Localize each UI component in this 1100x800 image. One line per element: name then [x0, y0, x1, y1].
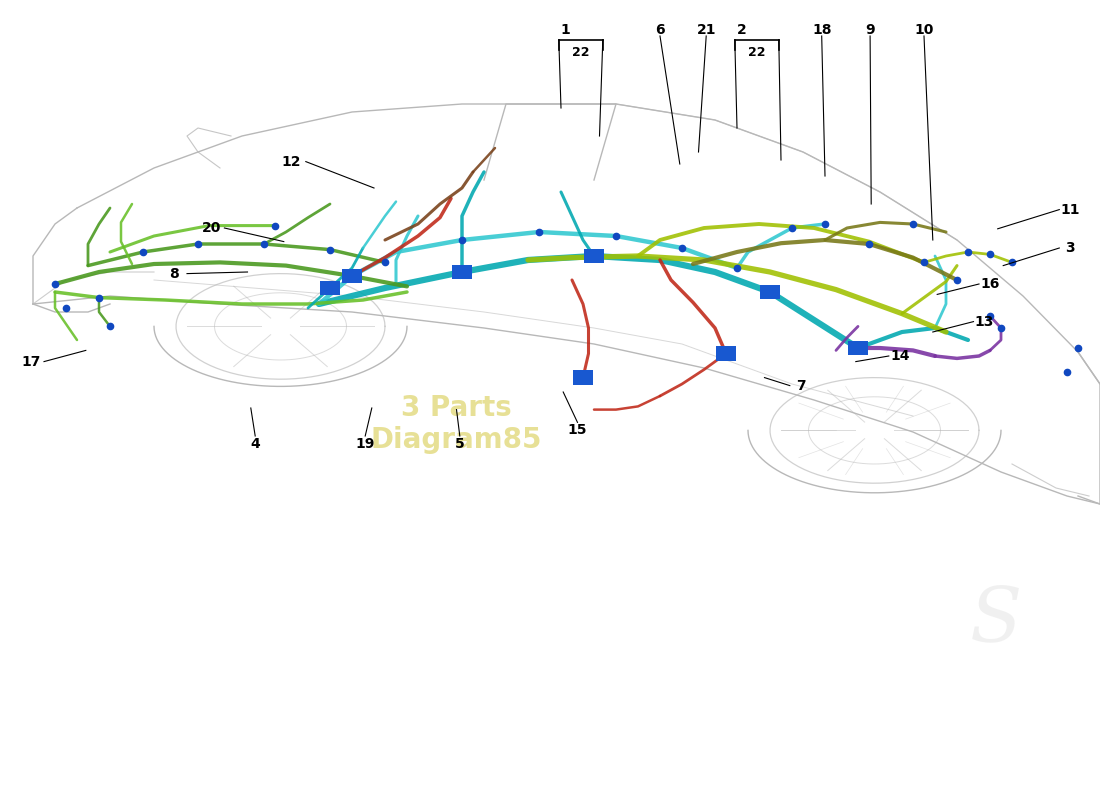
Text: 13: 13: [975, 314, 994, 329]
Text: 10: 10: [914, 22, 934, 37]
FancyBboxPatch shape: [848, 341, 868, 355]
FancyBboxPatch shape: [452, 265, 472, 279]
Text: 9: 9: [866, 22, 874, 37]
Text: 19: 19: [355, 437, 375, 451]
Text: 1: 1: [561, 22, 570, 37]
Text: 22: 22: [572, 46, 590, 58]
Text: 18: 18: [812, 22, 832, 37]
Text: 14: 14: [890, 349, 910, 363]
FancyBboxPatch shape: [760, 285, 780, 299]
Text: 20: 20: [201, 221, 221, 235]
Text: 11: 11: [1060, 202, 1080, 217]
Text: 22: 22: [748, 46, 766, 58]
Text: 4: 4: [251, 437, 260, 451]
Text: 15: 15: [568, 423, 587, 438]
Text: 3: 3: [1066, 241, 1075, 255]
Text: 16: 16: [980, 277, 1000, 291]
Text: 21: 21: [696, 22, 716, 37]
FancyBboxPatch shape: [320, 281, 340, 295]
Text: 3 Parts
Diagram85: 3 Parts Diagram85: [371, 394, 542, 454]
Text: 6: 6: [656, 22, 664, 37]
Text: S: S: [969, 583, 1022, 657]
FancyBboxPatch shape: [716, 346, 736, 361]
FancyBboxPatch shape: [342, 269, 362, 283]
Text: 2: 2: [737, 22, 746, 37]
FancyBboxPatch shape: [584, 249, 604, 263]
Text: 8: 8: [169, 266, 178, 281]
FancyBboxPatch shape: [573, 370, 593, 385]
Text: 5: 5: [455, 437, 464, 451]
Text: 17: 17: [21, 354, 41, 369]
Text: 7: 7: [796, 378, 805, 393]
Text: 12: 12: [282, 154, 301, 169]
